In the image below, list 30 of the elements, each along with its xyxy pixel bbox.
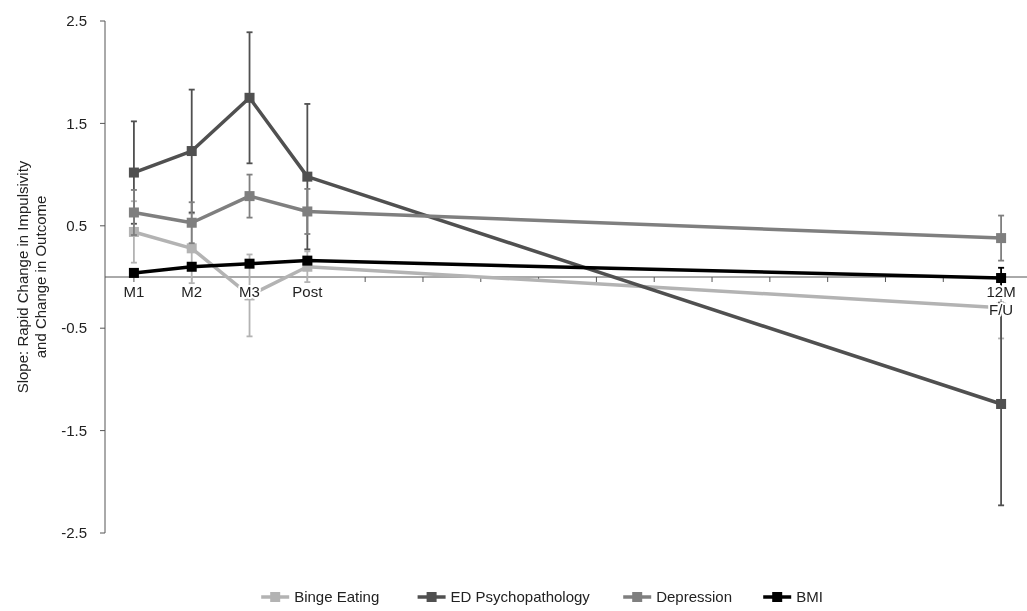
legend-label: Depression [656,588,733,606]
legend-label: ED Psychopathology [450,588,591,606]
x-tick-label: M1 [123,283,145,300]
point [186,217,197,228]
legend-label: BMI [796,588,823,606]
x-tick-label: Post [292,283,324,300]
point [244,191,255,202]
y-tick-label: -0.5 [61,319,87,337]
point [302,206,313,217]
y-tick-label: 2.5 [66,12,87,30]
point [244,92,255,103]
y-tick-label: -1.5 [61,421,87,439]
x-tick-label: M3 [239,283,260,300]
point [186,146,197,157]
y-tick-label: -2.5 [61,524,87,542]
point [996,273,1007,284]
legend-label: Binge Eating [294,588,380,606]
y-axis-title: Slope: Rapid Change in Impulsivity and Change in Outcome [14,160,49,394]
point [186,261,197,272]
point [996,233,1007,244]
point [302,171,313,182]
x-tick-label: M2 [181,283,203,300]
point [128,267,139,278]
point [128,167,139,178]
point [128,207,139,218]
point [302,255,313,266]
y-tick-label: 0.5 [66,217,87,235]
y-tick-label: 1.5 [66,114,87,132]
point [996,398,1007,409]
point [244,258,255,269]
